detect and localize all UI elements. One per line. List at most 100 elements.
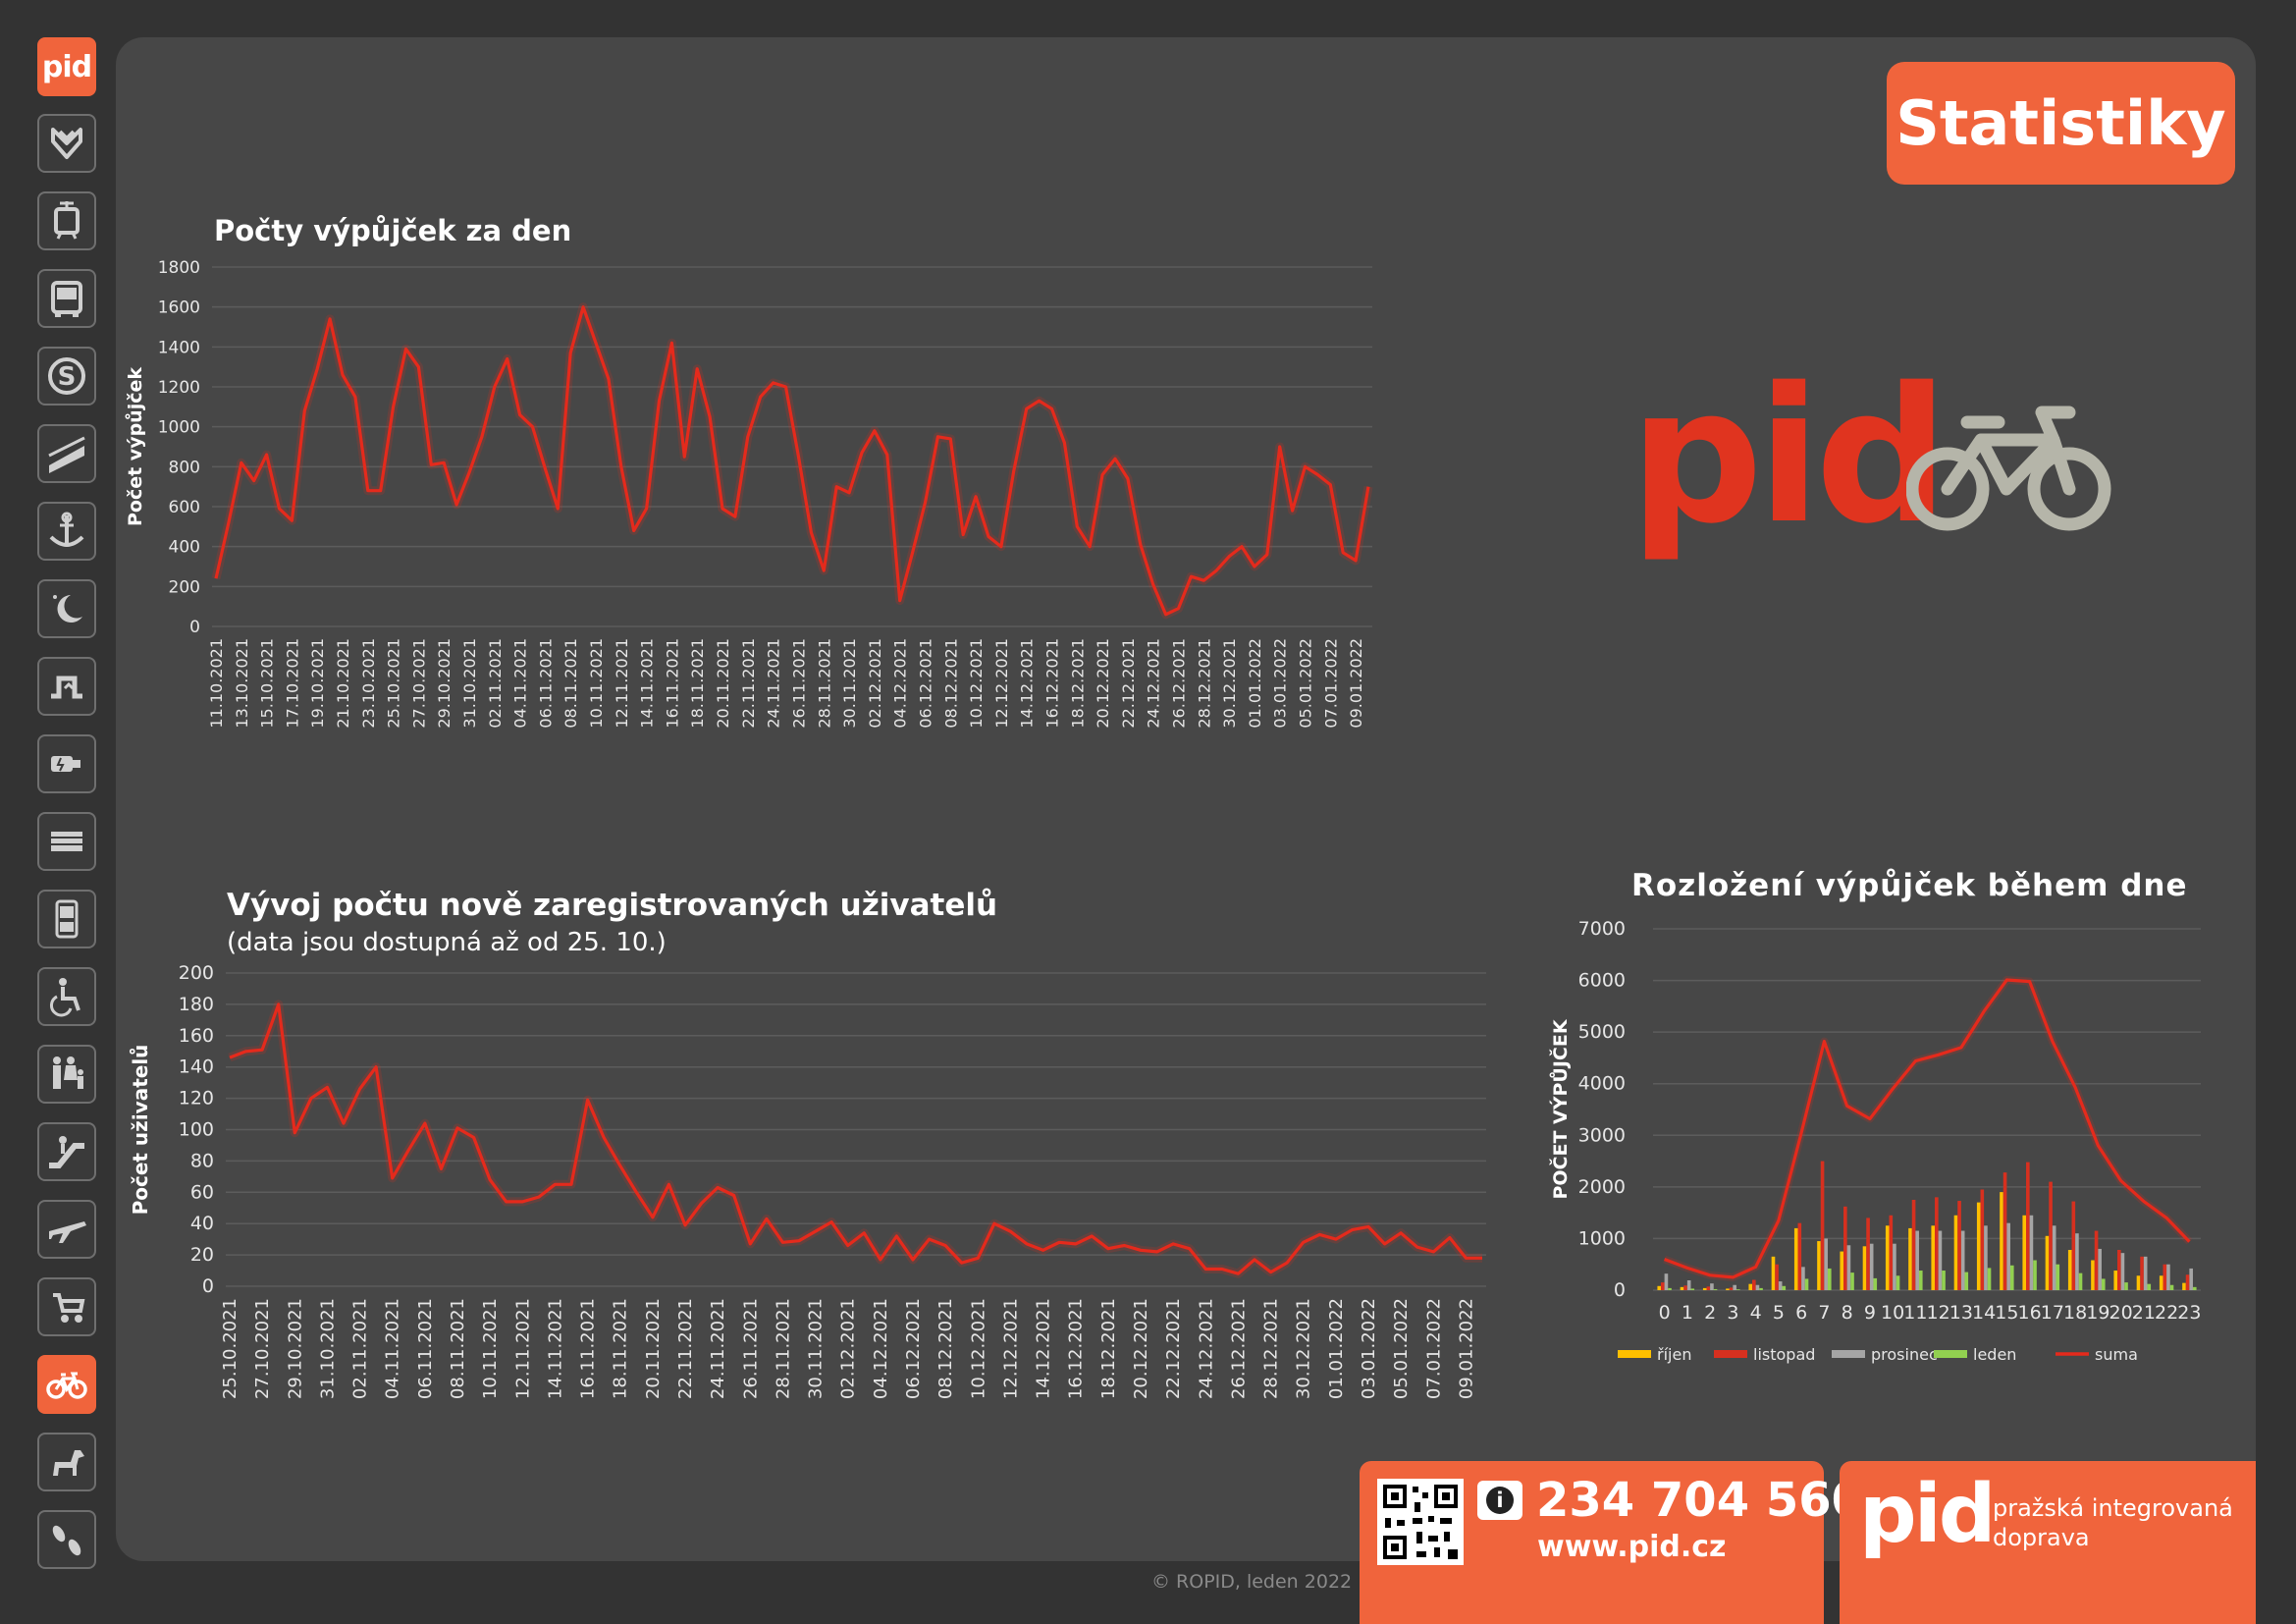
night-icon[interactable] [37,579,96,638]
chart1-y-tick: 400 [169,538,200,558]
chart3-bar-říjen [1953,1215,1958,1290]
chart1-x-tick: 13.10.2021 [233,638,251,729]
chart3-x-tick: 21 [2132,1302,2156,1324]
chart1-x-tick: 03.01.2022 [1271,638,1290,729]
chart3-y-tick: 6000 [1578,970,1626,992]
chart3-suma-glow [1663,976,2193,1281]
chart2-y-tick: 180 [179,994,214,1015]
family-icon[interactable] [37,1045,96,1104]
chart2-x-tick: 01.01.2022 [1326,1298,1347,1399]
chart2: 0 20 40 60 80 100 120 140 160 180 200 25.10.2021 27.… [129,962,1486,1399]
chart1-x-tick: 22.11.2021 [739,638,758,729]
chart2-x-tick: 08.12.2021 [935,1298,956,1399]
chart2-series-line [229,1002,1482,1275]
chart3-bar-říjen [1793,1227,1798,1290]
chart3-bar-leden [2101,1278,2106,1290]
chart1-y-axis-label: Počet výpůjček [124,367,146,526]
chart3-bar-říjen [2113,1271,2118,1290]
website-link[interactable]: www.pid.cz [1537,1530,1727,1564]
chart3-bar-říjen [2091,1260,2095,1290]
chart3-bar-říjen [1862,1246,1867,1290]
chart3-y-tick: 4000 [1578,1073,1626,1095]
phone-icon[interactable] [37,890,96,948]
chart1-y-tick: 600 [169,498,200,517]
chart3-suma-line [1664,978,2191,1279]
chart3-bar-leden [2056,1264,2060,1290]
funicular-icon[interactable] [37,424,96,483]
chart3-bar-listopad [1889,1215,1894,1290]
chart3-bar-listopad [2094,1230,2099,1290]
footer-logo[interactable]: pid [1859,1468,1997,1561]
chart3-legend-label: listopad [1753,1345,1815,1364]
chart2-x-tick: 08.11.2021 [448,1298,468,1399]
chart1-y-tick: 1400 [158,338,200,357]
chart3-bar-listopad [2071,1201,2076,1290]
chart3-x-tick: 22 [2155,1302,2178,1324]
chart1-series-glow [211,302,1373,620]
chart3-bar-leden [1896,1275,1900,1290]
chart3-bar-prosinec [1960,1230,1965,1290]
chart1-x-tick: 24.11.2021 [765,638,783,729]
dog-icon[interactable] [37,1433,96,1491]
walking-icon[interactable] [37,1510,96,1569]
qr-code-icon[interactable] [1377,1479,1464,1565]
main-panel [116,37,2256,1561]
chart3-bar-říjen [1680,1286,1684,1290]
wheelchair-icon[interactable] [37,967,96,1026]
svg-text:S: S [58,362,77,392]
escalator-icon[interactable] [37,1122,96,1181]
chart1-x-tick: 08.11.2021 [561,638,580,729]
chart2-x-tick: 12.11.2021 [512,1298,533,1399]
chart2-y-tick: 40 [190,1213,214,1234]
regional-icon[interactable] [37,657,96,716]
chart3-x-tick: 0 [1659,1302,1671,1324]
chart3-legend-swatch [1832,1350,1865,1358]
chart3-x-tick: 1 [1682,1302,1693,1324]
chart3-bar-prosinec [1915,1230,1919,1290]
stroller-icon[interactable] [37,1277,96,1336]
airplane-icon[interactable] [37,1200,96,1259]
chart3-bar-prosinec [1664,1273,1669,1290]
bus-icon[interactable] [37,269,96,328]
chart2-x-tick: 22.12.2021 [1163,1298,1184,1399]
chart1-x-tick: 01.01.2022 [1246,638,1264,729]
chart1-y-tick: 0 [189,618,200,637]
chart1-series-line [214,305,1370,617]
chart3-bar-leden [1668,1287,1672,1290]
chart2-y-tick: 20 [190,1244,214,1266]
phone-number[interactable]: 234 704 560 [1536,1473,1865,1528]
copyright: © ROPID, leden 2022 [1151,1571,1353,1593]
bicycle-icon[interactable] [37,1355,96,1414]
ferry-icon[interactable] [37,502,96,561]
chart1-x-tick: 14.11.2021 [638,638,657,729]
chart2-x-tick: 10.11.2021 [480,1298,501,1399]
charging-icon[interactable] [37,734,96,793]
chart3-bar-listopad [1729,1287,1734,1290]
chart3-bar-říjen [1771,1256,1776,1290]
chart2-x-tick: 29.10.2021 [285,1298,305,1399]
tram-icon[interactable] [37,191,96,250]
train-icon[interactable]: S [37,347,96,406]
chart3-bar-leden [1850,1272,1854,1290]
chart3-bar-říjen [1748,1283,1753,1290]
chart1-x-tick: 29.10.2021 [435,638,454,729]
chart2-x-tick: 30.12.2021 [1294,1298,1314,1399]
chart2-x-tick: 27.10.2021 [252,1298,273,1399]
chart3-x-tick: 6 [1795,1302,1807,1324]
chart3-x-tick: 19 [2086,1302,2109,1324]
chart2-x-tick: 25.10.2021 [220,1298,240,1399]
chart1-x-tick: 17.10.2021 [283,638,301,729]
ticket-icon[interactable] [37,812,96,871]
chart3-bar-listopad [2002,1172,2007,1290]
sidebar-logo[interactable]: pid [37,37,96,96]
chart3-x-tick: 5 [1773,1302,1785,1324]
chart3-bar-říjen [1931,1225,1936,1290]
chart3-bar-listopad [2049,1181,2053,1290]
chart2-x-tick: 09.01.2022 [1456,1298,1476,1399]
chart3-bar-listopad [1935,1197,1939,1290]
metro-icon[interactable] [37,114,96,173]
chart3-x-tick: 20 [2109,1302,2133,1324]
chart3-bar-listopad [2026,1162,2030,1290]
chart1-x-tick: 31.10.2021 [460,638,479,729]
